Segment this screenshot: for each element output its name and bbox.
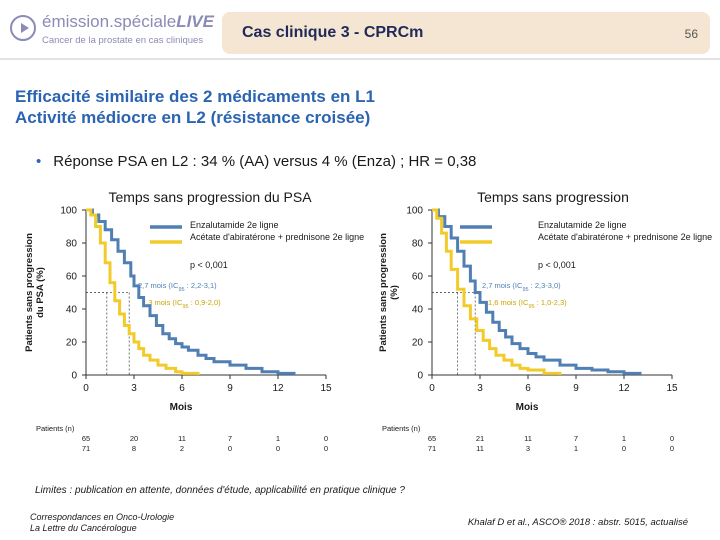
y-axis-label: Patients sans progressiondu PSA (%) [24,233,46,352]
header-divider [0,58,720,60]
chart-title: Temps sans progression [477,189,629,205]
y-tick-label: 80 [412,239,424,250]
x-axis-label: Mois [170,402,193,413]
legend-entry-enzalutamide: Enzalutamide 2e ligne [538,220,627,230]
at-risk-enzalutamide: 65 [82,434,90,443]
at-risk-abiraterone: 0 [276,444,280,453]
at-risk-enzalutamide: 1 [276,434,280,443]
x-tick-label: 6 [179,383,185,394]
reference-citation: Khalaf D et al., ASCO® 2018 : abstr. 501… [467,517,688,528]
psa-progression-chart: Temps sans progression du PSA02040608010… [24,189,364,453]
chart-title: Temps sans progression du PSA [108,189,312,205]
at-risk-abiraterone: 1 [574,444,578,453]
at-risk-abiraterone: 0 [670,444,674,453]
abiraterone-curve [432,208,562,375]
at-risk-label: Patients (n) [382,424,421,433]
enzalutamide-curve [432,208,642,375]
headline: Efficacité similaire des 2 médicaments e… [15,86,375,128]
at-risk-abiraterone: 0 [228,444,232,453]
y-tick-label: 40 [412,305,424,316]
bullet-icon: • [36,153,42,170]
emission-logo[interactable]: émission.spécialeLIVE Cancer de la prost… [10,6,215,52]
median-label: 2,7 mois (IC95 : 2,3-3,0) [482,281,561,293]
x-tick-label: 15 [320,383,332,394]
y-tick-label: 100 [60,206,77,217]
p-value: p < 0,001 [538,260,576,270]
at-risk-abiraterone: 3 [526,444,530,453]
at-risk-enzalutamide: 65 [428,434,436,443]
at-risk-enzalutamide: 20 [130,434,138,443]
limits-note: Limites : publication en attente, donnée… [35,485,405,496]
legend-entry-enzalutamide: Enzalutamide 2e ligne [190,220,279,230]
at-risk-abiraterone: 71 [82,444,90,453]
x-tick-label: 15 [666,383,678,394]
median-label: 1,6 mois (IC95 : 1,0-2,3) [488,298,567,310]
slide-title: Cas clinique 3 - CPRCm [242,24,424,41]
at-risk-enzalutamide: 1 [622,434,626,443]
x-tick-label: 3 [131,383,137,394]
y-tick-label: 20 [66,338,78,349]
at-risk-enzalutamide: 0 [670,434,674,443]
y-tick-label: 60 [66,272,78,283]
journal-line-2: La Lettre du Cancérologue [30,523,137,533]
at-risk-abiraterone: 2 [180,444,184,453]
median-label: 1,3 mois (IC95 : 0,9-2,0) [142,298,221,310]
page-number: 56 [684,27,698,41]
at-risk-enzalutamide: 21 [476,434,484,443]
at-risk-abiraterone: 11 [476,444,484,453]
at-risk-abiraterone: 0 [324,444,328,453]
x-tick-label: 9 [573,383,579,394]
at-risk-enzalutamide: 11 [178,434,186,443]
x-tick-label: 12 [618,383,630,394]
y-tick-label: 40 [66,305,78,316]
at-risk-label: Patients (n) [36,424,75,433]
y-tick-label: 80 [66,239,78,250]
p-value: p < 0,001 [190,260,228,270]
bullet-point: • Réponse PSA en L2 : 34 % (AA) versus 4 … [36,153,476,170]
at-risk-abiraterone: 71 [428,444,436,453]
x-tick-label: 6 [525,383,531,394]
source-journal: Correspondances en Onco-Urologie La Lett… [30,512,174,534]
y-tick-label: 100 [406,206,423,217]
x-tick-label: 0 [429,383,435,394]
at-risk-enzalutamide: 11 [524,434,532,443]
logo-subtitle: Cancer de la prostate en cas cliniques [42,35,204,46]
journal-line-1: Correspondances en Onco-Urologie [30,512,175,522]
abiraterone-curve [86,208,200,375]
enzalutamide-curve [86,208,296,375]
slide-title-box: Cas clinique 3 - CPRCm 56 [222,12,710,54]
x-tick-label: 3 [477,383,483,394]
y-axis-label: Patients sans progression(%) [378,233,400,352]
at-risk-enzalutamide: 7 [228,434,232,443]
at-risk-enzalutamide: 0 [324,434,328,443]
median-label: 2,7 mois (IC95 : 2,2-3,1) [138,281,217,293]
legend-entry-abiraterone: Acétate d'abiratérone + prednisone 2e li… [190,232,364,242]
legend-entry-abiraterone: Acétate d'abiratérone + prednisone 2e li… [538,232,712,242]
at-risk-enzalutamide: 7 [574,434,578,443]
survival-charts: Temps sans progression du PSA02040608010… [24,189,712,453]
y-tick-label: 0 [71,371,77,382]
bullet-text: Réponse PSA en L2 : 34 % (AA) versus 4 %… [53,153,477,170]
y-tick-label: 60 [412,272,424,283]
headline-line-2: Activité médiocre en L2 (résistance croi… [15,108,371,127]
y-tick-label: 20 [412,338,424,349]
x-tick-label: 9 [227,383,233,394]
at-risk-abiraterone: 8 [132,444,136,453]
at-risk-abiraterone: 0 [622,444,626,453]
y-tick-label: 0 [417,371,423,382]
headline-line-1: Efficacité similaire des 2 médicaments e… [15,87,375,106]
x-tick-label: 0 [83,383,89,394]
x-tick-label: 12 [272,383,284,394]
logo-title: émission.spécialeLIVE [42,12,214,31]
play-circle-icon [10,15,36,41]
x-axis-label: Mois [516,402,539,413]
